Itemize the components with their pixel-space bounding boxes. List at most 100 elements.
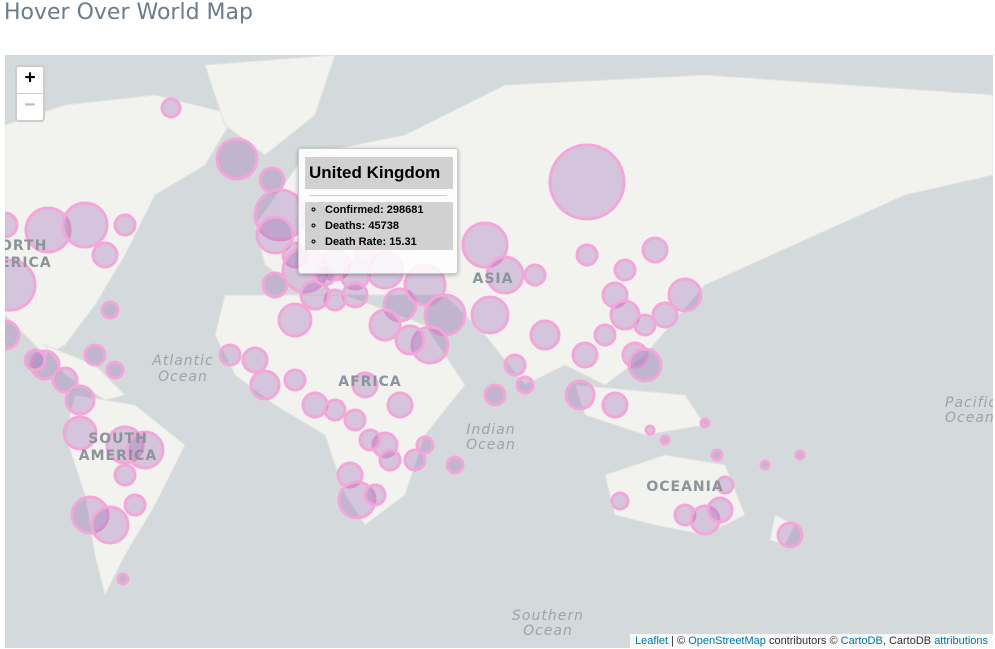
- country-bubble[interactable]: [258, 166, 286, 194]
- country-bubble[interactable]: [160, 97, 182, 119]
- country-bubble[interactable]: [255, 215, 295, 255]
- country-bubble[interactable]: [715, 475, 735, 495]
- country-bubble[interactable]: [485, 255, 525, 295]
- country-bubble[interactable]: [386, 391, 414, 419]
- ocean-label: Ocean: [158, 369, 208, 385]
- country-bubble[interactable]: [90, 505, 130, 545]
- country-bubble[interactable]: [261, 271, 289, 299]
- country-bubble[interactable]: [394, 324, 426, 356]
- map-label: AFRICA: [338, 374, 402, 390]
- map-label: SOUTH: [88, 431, 148, 447]
- country-bubble[interactable]: [776, 521, 804, 549]
- country-bubble[interactable]: [699, 417, 711, 429]
- attribution: Leaflet | © OpenStreetMap contributors ©…: [630, 634, 993, 648]
- zoom-out[interactable]: −: [24, 94, 36, 115]
- country-bubble[interactable]: [403, 448, 427, 472]
- ocean-label: Southern: [512, 608, 584, 624]
- country-bubble[interactable]: [515, 375, 535, 395]
- tooltip-title: United Kingdom: [305, 157, 453, 189]
- country-bubble[interactable]: [363, 483, 387, 507]
- country-bubble[interactable]: [341, 281, 369, 309]
- map-label: ERICA: [5, 255, 52, 271]
- country-bubble[interactable]: [358, 428, 382, 452]
- country-bubble[interactable]: [299, 279, 331, 311]
- country-bubble[interactable]: [105, 360, 125, 380]
- country-bubble[interactable]: [5, 211, 19, 239]
- map-label: OCEANIA: [646, 479, 723, 495]
- zoom-in[interactable]: +: [17, 67, 43, 94]
- country-bubble[interactable]: [644, 424, 656, 436]
- divider: [309, 195, 447, 196]
- link[interactable]: attributions: [934, 635, 988, 647]
- country-bubble[interactable]: [5, 319, 21, 351]
- country-bubble[interactable]: [83, 343, 107, 367]
- country-bubble[interactable]: [125, 430, 165, 470]
- country-bubble[interactable]: [61, 201, 109, 249]
- ocean-label: Ocean: [523, 623, 573, 639]
- country-bubble[interactable]: [378, 448, 402, 472]
- country-bubble[interactable]: [470, 295, 510, 335]
- country-bubble[interactable]: [51, 366, 79, 394]
- country-bubble[interactable]: [23, 348, 47, 372]
- country-bubble[interactable]: [575, 243, 599, 267]
- country-bubble[interactable]: [461, 221, 509, 269]
- country-bubble[interactable]: [706, 496, 734, 524]
- country-bubble[interactable]: [609, 299, 641, 331]
- country-bubble[interactable]: [5, 258, 37, 312]
- country-bubble[interactable]: [503, 353, 527, 377]
- country-bubble[interactable]: [633, 313, 657, 337]
- country-bubble[interactable]: [410, 325, 450, 365]
- country-bubble[interactable]: [91, 241, 119, 269]
- country-bubble[interactable]: [241, 346, 269, 374]
- page-title: Hover Over World Map: [4, 0, 253, 25]
- country-bubble[interactable]: [651, 301, 679, 329]
- country-bubble[interactable]: [659, 434, 671, 446]
- country-bubble[interactable]: [116, 572, 130, 586]
- country-bubble[interactable]: [667, 277, 703, 313]
- link[interactable]: Leaflet: [635, 635, 669, 647]
- country-bubble[interactable]: [323, 398, 347, 422]
- country-bubble[interactable]: [283, 368, 307, 392]
- country-bubble[interactable]: [548, 143, 626, 221]
- country-bubble[interactable]: [641, 236, 669, 264]
- country-bubble[interactable]: [593, 323, 617, 347]
- country-bubble[interactable]: [601, 391, 629, 419]
- country-bubble[interactable]: [415, 435, 435, 455]
- country-bubble[interactable]: [64, 384, 96, 416]
- country-bubble[interactable]: [62, 415, 98, 451]
- country-bubble[interactable]: [123, 493, 147, 517]
- map-label: ASIA: [473, 271, 514, 287]
- country-bubble[interactable]: [100, 300, 120, 320]
- link[interactable]: OpenStreetMap: [688, 635, 766, 647]
- country-bubble[interactable]: [613, 258, 637, 282]
- country-bubble[interactable]: [113, 213, 137, 237]
- country-bubble[interactable]: [445, 455, 465, 475]
- country-bubble[interactable]: [794, 449, 806, 461]
- country-bubble[interactable]: [627, 347, 663, 383]
- country-bubble[interactable]: [301, 391, 329, 419]
- tooltip: United Kingdom Confirmed: 298681Deaths: …: [298, 148, 458, 274]
- tooltip-value: 298681: [386, 204, 424, 216]
- country-bubble[interactable]: [218, 343, 242, 367]
- country-bubble[interactable]: [610, 491, 630, 511]
- country-bubble[interactable]: [368, 308, 402, 342]
- country-bubble[interactable]: [70, 495, 110, 535]
- country-bubble[interactable]: [759, 459, 771, 471]
- country-bubble[interactable]: [523, 263, 547, 287]
- link[interactable]: CartoDB: [840, 635, 883, 647]
- country-bubble[interactable]: [113, 463, 137, 487]
- country-bubble[interactable]: [564, 379, 596, 411]
- country-bubble[interactable]: [689, 504, 721, 536]
- country-bubble[interactable]: [343, 408, 367, 432]
- tooltip-item: Death Rate: 15.31: [325, 234, 453, 250]
- country-bubble[interactable]: [529, 319, 561, 351]
- country-bubble[interactable]: [351, 371, 379, 399]
- country-bubble[interactable]: [24, 206, 72, 254]
- country-bubble[interactable]: [277, 302, 313, 338]
- country-bubble[interactable]: [249, 369, 281, 401]
- country-bubble[interactable]: [710, 448, 724, 462]
- country-bubble[interactable]: [483, 383, 507, 407]
- country-bubble[interactable]: [215, 137, 259, 181]
- country-bubble[interactable]: [571, 341, 599, 369]
- map[interactable]: ORTH ERICA SOUTH AMERICA AFRICA ASIA OCE…: [5, 55, 993, 648]
